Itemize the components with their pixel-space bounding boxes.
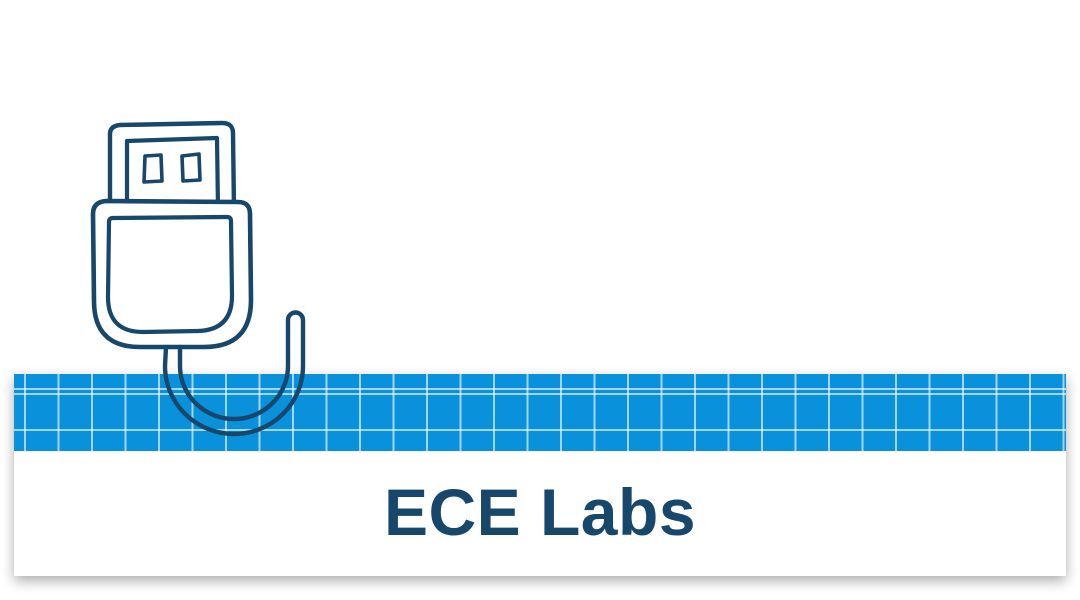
usb-pin-right	[180, 152, 202, 183]
usb-pin-left	[142, 153, 164, 184]
blue-grid-band	[14, 374, 1066, 451]
usb-connector-top	[107, 120, 237, 213]
banner-card: ECE Labs	[14, 374, 1066, 576]
page-title: ECE Labs	[383, 474, 697, 549]
title-strip: ECE Labs	[14, 451, 1066, 576]
usb-plug-body	[90, 198, 254, 350]
